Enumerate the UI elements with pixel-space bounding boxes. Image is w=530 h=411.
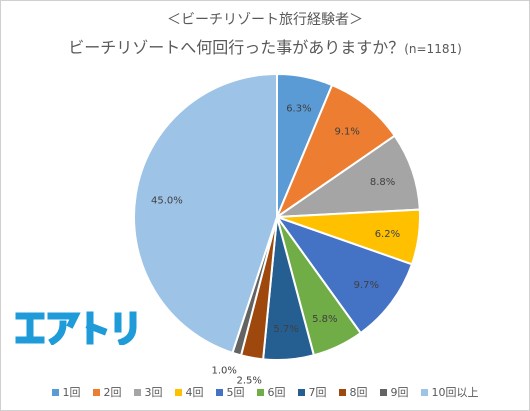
legend-swatch xyxy=(51,388,59,396)
legend-label: 8回 xyxy=(349,386,368,399)
chart-subtitle: ＜ビーチリゾート旅行経験者＞ xyxy=(167,12,363,28)
legend-item-3: 3回 xyxy=(133,384,163,400)
legend-label: 6回 xyxy=(267,386,286,399)
pie-slice-10 xyxy=(133,72,278,355)
pie-data-label-3: 8.8% xyxy=(370,177,395,188)
pie-data-label-4: 6.2% xyxy=(375,229,400,240)
legend-label: 10回以上 xyxy=(431,386,479,399)
legend-item-4: 4回 xyxy=(174,384,204,400)
pie-data-label-6: 5.8% xyxy=(312,314,337,325)
legend-swatch xyxy=(174,388,182,396)
legend-swatch xyxy=(420,388,428,396)
legend-swatch xyxy=(92,388,100,396)
legend-item-2: 2回 xyxy=(92,384,122,400)
pie-data-label-7: 5.7% xyxy=(273,324,298,335)
legend-swatch xyxy=(297,388,305,396)
pie-data-label-9: 1.0% xyxy=(211,366,236,377)
chart-legend: 1回 2回 3回 4回 5回 6回 7回 8回 9回 10回以上 xyxy=(1,384,529,400)
pie-data-label-8: 2.5% xyxy=(236,376,261,387)
legend-item-5: 5回 xyxy=(215,384,245,400)
legend-label: 2回 xyxy=(103,386,122,399)
pie-slice-2 xyxy=(274,83,397,220)
legend-item-10: 10回以上 xyxy=(420,384,479,400)
legend-swatch xyxy=(338,388,346,396)
legend-label: 7回 xyxy=(308,386,327,399)
legend-label: 5回 xyxy=(226,386,245,399)
legend-label: 1回 xyxy=(62,386,81,399)
legend-swatch xyxy=(379,388,387,396)
legend-item-8: 8回 xyxy=(338,384,368,400)
airtrip-logo xyxy=(15,311,137,345)
pie-data-label-1: 6.3% xyxy=(286,104,311,115)
pie-data-label-10: 45.0% xyxy=(151,195,183,206)
chart-title: ビーチリゾートへ何回行った事がありますか？(n=1181) xyxy=(1,34,529,58)
pie-data-label-2: 9.1% xyxy=(334,126,359,137)
legend-label: 3回 xyxy=(144,386,163,399)
legend-label: 4回 xyxy=(185,386,204,399)
legend-item-9: 9回 xyxy=(379,384,409,400)
legend-label: 9回 xyxy=(390,386,409,399)
pie-slice-5 xyxy=(274,215,414,335)
legend-swatch xyxy=(215,388,223,396)
legend-swatch xyxy=(133,388,141,396)
sample-size-note: (n=1181) xyxy=(404,42,462,56)
legend-item-7: 7回 xyxy=(297,384,327,400)
legend-item-1: 1回 xyxy=(51,384,81,400)
chart-title-text: ビーチリゾートへ何回行った事がありますか？ xyxy=(68,38,405,57)
legend-item-6: 6回 xyxy=(256,384,286,400)
pie-data-label-5: 9.7% xyxy=(354,280,379,291)
legend-swatch xyxy=(256,388,264,396)
